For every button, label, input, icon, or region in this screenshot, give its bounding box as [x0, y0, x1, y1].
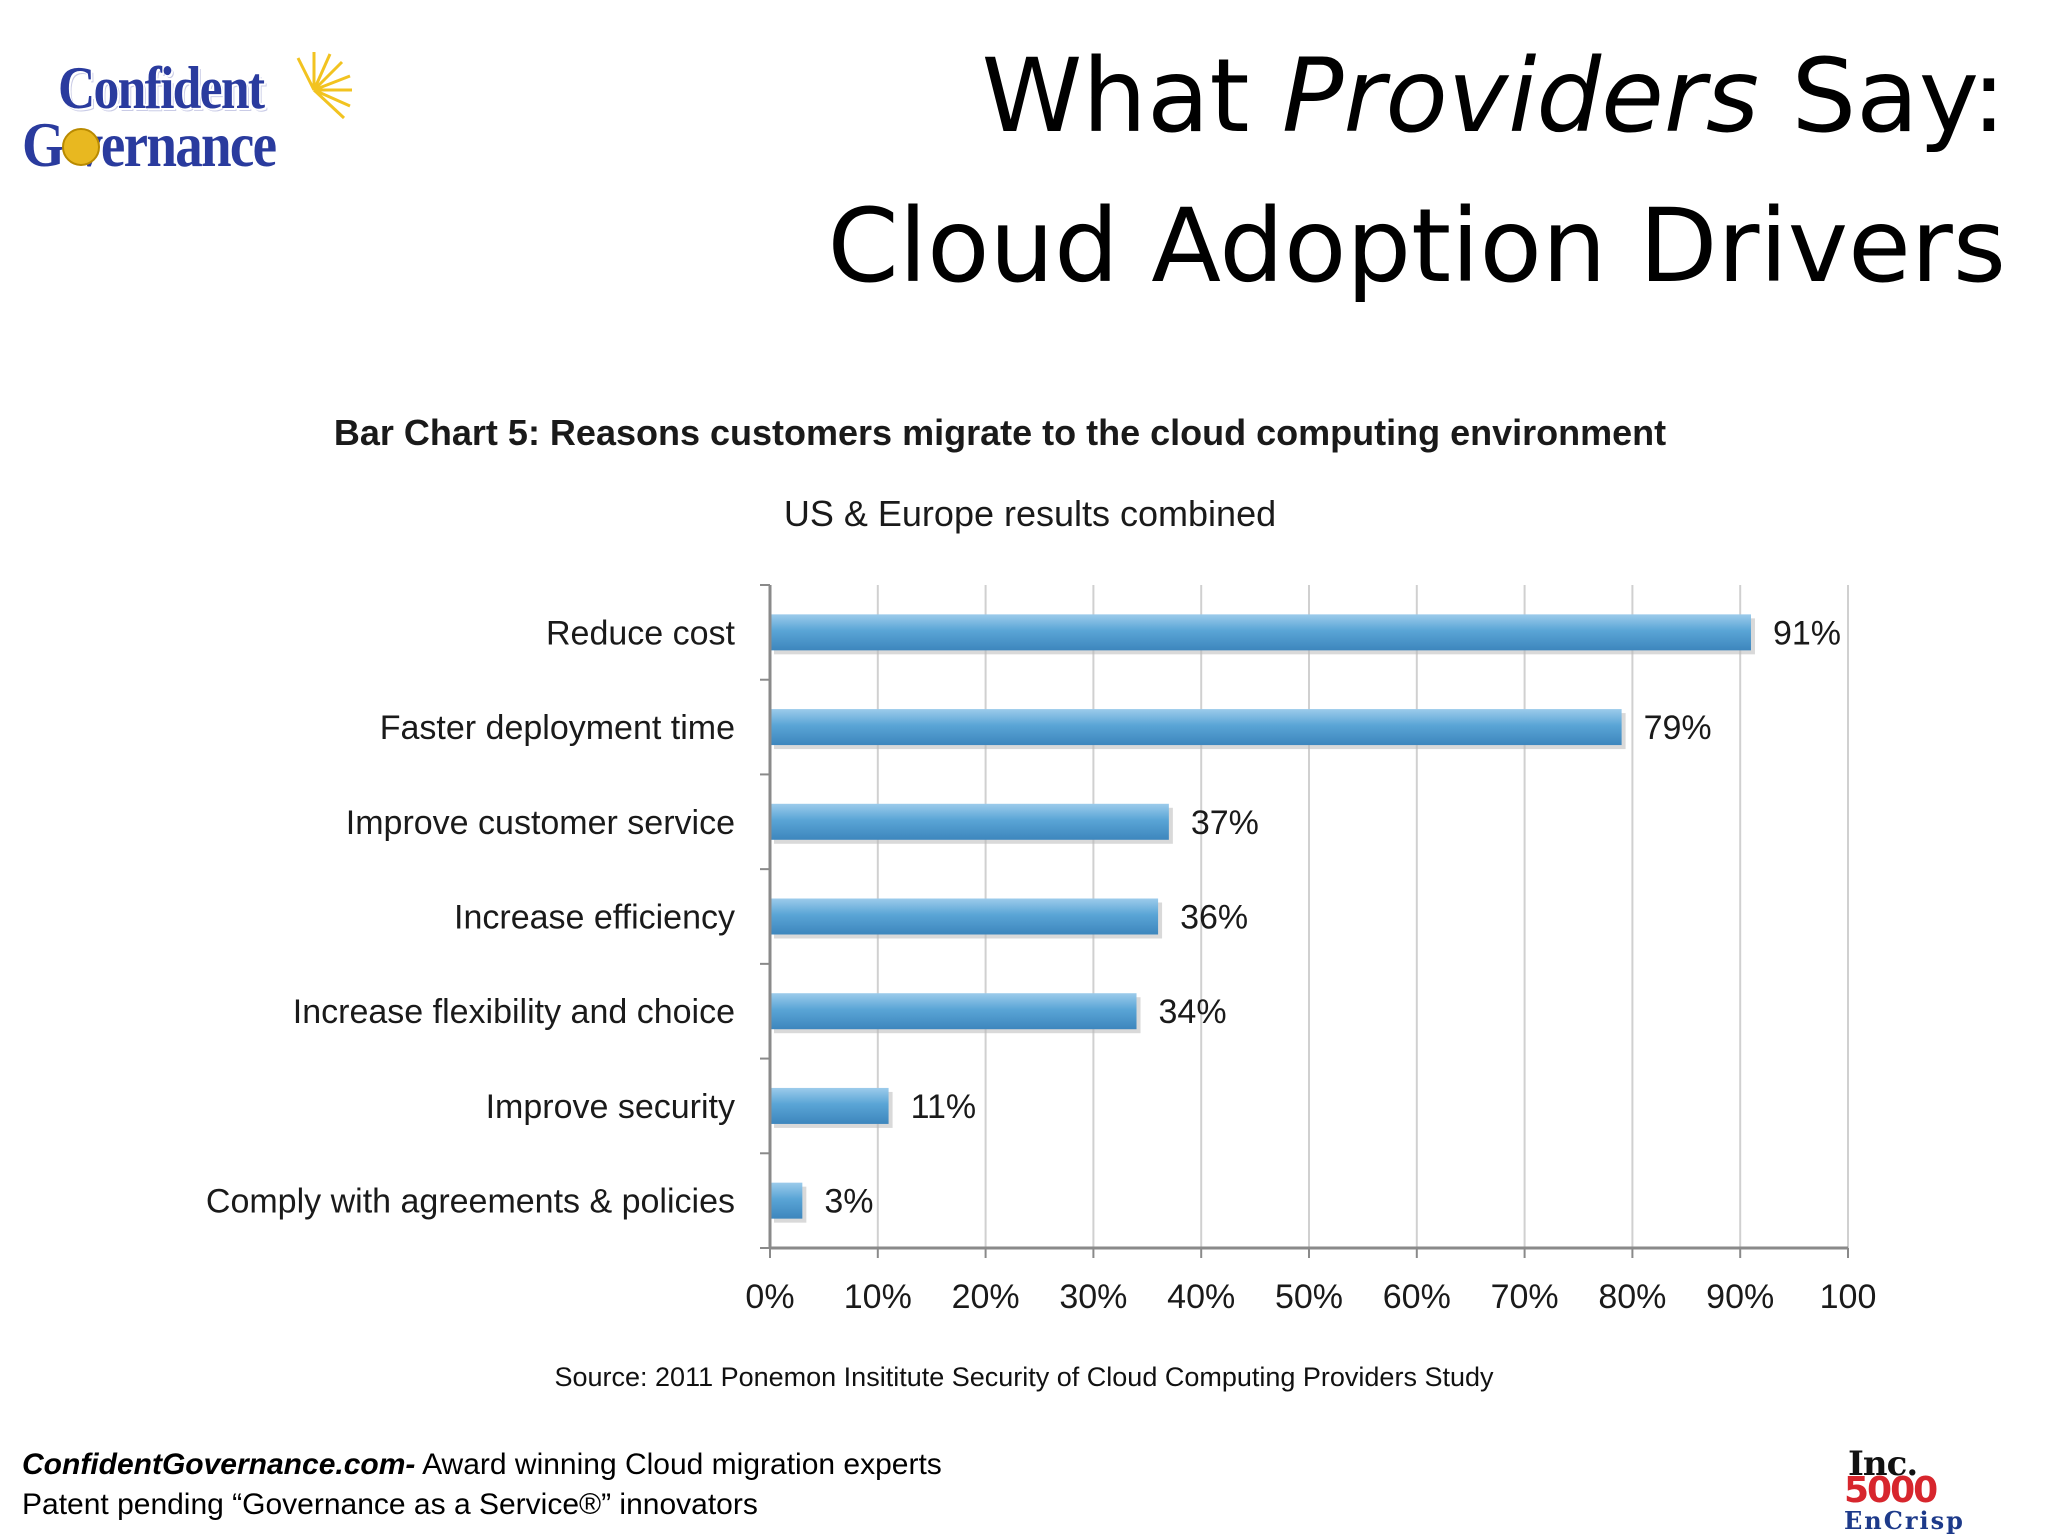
- title-emphasis: Providers: [1281, 37, 1760, 156]
- x-tick-label: 20%: [952, 1278, 1020, 1316]
- chart-grid: [876, 585, 1849, 1248]
- chart-subtitle: US & Europe results combined: [784, 493, 1276, 534]
- logo-word-confident: Confident: [58, 55, 265, 121]
- title-line-1: What Providers Say:: [981, 37, 2006, 156]
- x-tick-label: 50%: [1275, 1278, 1343, 1316]
- badge-5000-text: 5000: [1844, 1470, 1938, 1511]
- chart-axes: 0% 10% 20% 30% 40% 50% 60% 70% 80% 90% 100 Reduce c…: [206, 584, 1877, 1316]
- category-label: Reduce cost: [546, 614, 736, 652]
- badge-encrisp-text: EnCrisp: [1844, 1506, 1965, 1535]
- value-label: 37%: [1191, 804, 1259, 842]
- value-label: 91%: [1773, 614, 1841, 652]
- bar: [770, 898, 1159, 935]
- x-tick-label: 80%: [1598, 1278, 1666, 1316]
- category-label: Faster deployment time: [380, 709, 735, 747]
- bar: [770, 803, 1169, 840]
- bar: [770, 993, 1137, 1030]
- footer-line-1: ConfidentGovernance.com- Award winning C…: [22, 1448, 942, 1482]
- x-tick-label: 40%: [1167, 1278, 1235, 1316]
- title-line-2: Cloud Adoption Drivers: [827, 187, 2006, 306]
- x-tick-label: 70%: [1491, 1278, 1559, 1316]
- bar: [770, 1087, 889, 1124]
- chart-title: Bar Chart 5: Reasons customers migrate t…: [334, 412, 1666, 453]
- source-note: Source: 2011 Ponemon Insititute Security…: [554, 1362, 1494, 1392]
- x-tick-label: 100: [1820, 1278, 1877, 1316]
- category-label: Improve security: [486, 1088, 735, 1126]
- category-label: Increase flexibility and choice: [293, 993, 735, 1031]
- value-label: 11%: [911, 1088, 977, 1126]
- category-label: Comply with agreements & policies: [206, 1183, 735, 1221]
- category-label: Increase efficiency: [454, 899, 735, 937]
- x-tick-label: 10%: [844, 1278, 912, 1316]
- x-tick-label: 90%: [1706, 1278, 1774, 1316]
- footer-line-2: Patent pending “Governance as a Service®…: [22, 1488, 758, 1521]
- footer-tagline: Award winning Cloud migration experts: [415, 1448, 942, 1481]
- x-tick-label: 60%: [1383, 1278, 1451, 1316]
- inc5000-encrisp-badge: Inc. 5000 EnCrisp: [1838, 1444, 2038, 1535]
- value-label: 34%: [1159, 993, 1227, 1031]
- value-label: 3%: [824, 1183, 873, 1221]
- bar: [770, 1182, 803, 1219]
- footer-site-name: ConfidentGovernance.com-: [22, 1448, 416, 1481]
- x-tick-label: 0%: [745, 1278, 794, 1316]
- badge-inc-text: Inc.: [1848, 1444, 1918, 1484]
- value-label: 79%: [1644, 709, 1712, 747]
- bar: [770, 709, 1622, 746]
- confident-governance-logo: Confident G vernance: [22, 50, 352, 180]
- globe-icon: [62, 128, 100, 166]
- category-label: Improve customer service: [346, 804, 735, 842]
- slide-title: What Providers Say: Cloud Adoption Drive…: [828, 22, 2006, 322]
- bar: [770, 614, 1751, 651]
- chart-bars: 91% 79% 37% 36% 34% 11% 3%: [770, 614, 1841, 1223]
- x-tick-label: 30%: [1059, 1278, 1127, 1316]
- value-label: 36%: [1180, 899, 1248, 937]
- sun-icon: [296, 52, 352, 120]
